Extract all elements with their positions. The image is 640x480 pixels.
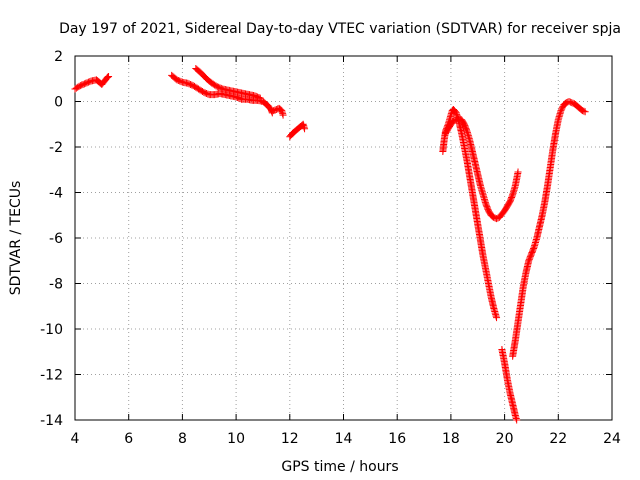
x-tick-label: 16: [388, 431, 406, 447]
data-point: [580, 107, 588, 115]
data-point: [530, 244, 538, 252]
data-point: [105, 72, 113, 80]
x-tick-label: 10: [227, 431, 245, 447]
series-seg4: [270, 104, 287, 119]
data-series: [71, 65, 589, 424]
y-tick-label: -4: [49, 186, 63, 202]
tick-marks: [74, 55, 613, 421]
series-seg1: [71, 72, 113, 93]
x-tick-label: 8: [178, 431, 187, 447]
y-tick-label: -12: [40, 368, 63, 384]
x-tick-label: 14: [335, 431, 353, 447]
x-tick-label: 4: [71, 431, 80, 447]
y-tick-label: -2: [49, 140, 63, 156]
x-tick-label: 12: [281, 431, 299, 447]
data-point: [558, 105, 566, 113]
y-tick-label: 0: [54, 95, 63, 111]
y-tick-label: -6: [49, 231, 63, 247]
x-tick-labels: 4 6 8 10 12 14 16 18 20 22 24: [71, 431, 621, 447]
y-tick-labels: 2 0 -2 -4 -6 -8 -10 -12 -14: [40, 49, 63, 429]
y-tick-label: -14: [40, 413, 63, 429]
x-tick-label: 22: [549, 431, 567, 447]
data-point: [255, 94, 263, 102]
chart-title: Day 197 of 2021, Sidereal Day-to-day VTE…: [59, 21, 621, 37]
x-tick-label: 18: [442, 431, 460, 447]
x-tick-label: 24: [603, 431, 621, 447]
y-tick-label: 2: [54, 49, 63, 65]
data-point: [493, 314, 501, 322]
series-seg7: [442, 115, 522, 223]
series-seg6: [439, 105, 501, 322]
data-point: [558, 104, 566, 112]
data-point: [462, 126, 470, 134]
series-seg8: [498, 345, 521, 424]
data-point: [256, 94, 264, 102]
grid-lines: [75, 56, 612, 420]
x-tick-label: 20: [496, 431, 514, 447]
series-seg3: [192, 65, 264, 102]
data-point: [581, 108, 589, 116]
data-point: [104, 73, 112, 81]
x-tick-label: 6: [124, 431, 133, 447]
data-point: [301, 125, 309, 133]
data-point: [279, 111, 287, 119]
data-point: [557, 107, 565, 115]
y-tick-label: -8: [49, 277, 63, 293]
data-point: [514, 168, 522, 176]
y-axis-label: SDTVAR / TECUs: [8, 181, 24, 296]
series-seg5: [286, 120, 309, 141]
data-point: [508, 192, 516, 200]
series-seg9: [509, 98, 589, 360]
series-seg2: [168, 71, 276, 117]
x-axis-label: GPS time / hours: [281, 459, 398, 475]
data-point: [513, 416, 521, 424]
data-point: [103, 74, 111, 82]
y-tick-label: -10: [40, 322, 63, 338]
